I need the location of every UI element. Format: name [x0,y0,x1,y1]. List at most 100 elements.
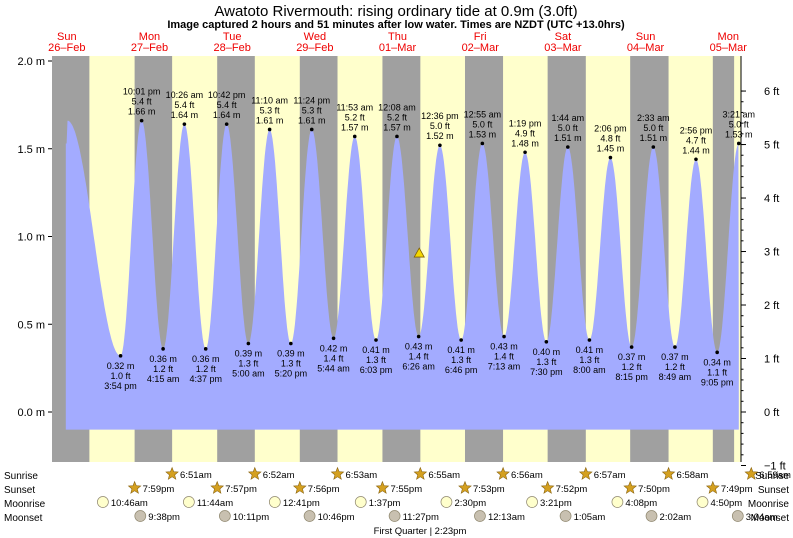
tide-high-label: 12:36 pm [421,111,459,121]
tide-high-label: 5.4 ft [217,100,238,110]
tide-point-low-25 [629,345,634,349]
day-label-dow: Fri [474,31,487,43]
tide-point-low-19 [502,334,506,339]
tide-low-label: 9:05 pm [701,377,734,387]
day-label-date: 29–Feb [296,42,333,54]
tide-point-high-16 [438,143,442,148]
sunrise-time: 6:53am [346,470,378,481]
day-label-date: 05–Mar [710,42,748,54]
tide-low-label: 1.3 ft [281,359,302,369]
tide-point-low-11 [331,336,336,341]
sunrise-time: 6:51am [180,470,212,481]
day-label-date: 01–Mar [379,42,417,54]
tide-low-label: 6:46 pm [445,365,478,375]
day-label-dow: Sat [555,31,572,43]
tide-low-label: 1.3 ft [536,357,557,367]
tide-area [65,120,739,430]
tide-point-high-2 [139,118,144,123]
tide-low-label: 1.3 ft [579,355,600,365]
tide-low-label: 1.2 ft [196,364,217,374]
moonset-time: 10:11pm [233,512,269,523]
moonset-moon-icon [474,510,486,522]
left-tick-label: 0.5 m [17,319,45,331]
tide-point-low-5 [203,347,208,351]
sunset-row-label-right: Sunset [758,485,789,496]
day-label-dow: Thu [388,31,407,43]
right-tick-label: 2 ft [764,300,779,312]
moonrise-moon-icon [268,496,281,508]
tide-point-high-26 [651,145,656,149]
sunrise-star-icon [578,466,593,480]
tide-high-label: 4.8 ft [600,134,621,144]
tide-low-label: 0.34 m [703,357,731,367]
moonset-row-label-right: Moonset [751,513,790,524]
tide-high-label: 1.57 m [341,122,369,132]
tide-low-label: 0.43 m [405,342,433,352]
tide-point-low-1 [118,354,123,358]
tide-low-label: 5:44 am [317,363,350,373]
day-label-date: 28–Feb [214,42,251,54]
tide-high-label: 5.4 ft [174,100,195,110]
tide-point-low-27 [673,345,677,349]
sunrise-star-icon [413,466,428,480]
tide-low-label: 5:00 am [232,369,265,379]
tide-point-high-4 [182,122,187,126]
moonset-time: 9:38pm [148,512,180,523]
tide-point-high-8 [267,127,272,132]
tide-point-low-7 [246,341,251,346]
tide-low-label: 0.40 m [533,347,561,357]
tide-point-low-3 [161,347,165,351]
moon-phase-label: First Quarter | 2:23pm [374,526,467,537]
tide-point-low-15 [416,334,421,339]
right-tick-label: 6 ft [764,86,779,98]
moonset-time: 2:02am [660,512,692,523]
moonrise-moon-icon [611,496,624,508]
sunrise-time: 6:52am [263,470,295,481]
moonset-row-label-left: Moonset [4,513,43,524]
moonrise-time: 4:08pm [625,498,657,509]
moonrise-time: 4:50pm [711,498,743,509]
tide-low-label: 0.36 m [149,354,177,364]
sunrise-time: 6:56am [511,470,543,481]
tide-high-label: 4.7 ft [686,135,707,145]
sunrise-star-icon [744,466,759,480]
tide-low-label: 1.0 ft [111,371,132,381]
tide-high-label: 1.51 m [554,133,582,143]
tide-low-label: 0.37 m [618,352,646,362]
tide-high-label: 11:24 pm [293,95,330,105]
day-label-dow: Mon [718,31,739,43]
sunset-time: 7:53pm [473,484,505,495]
sunrise-row-label-right: Sunrise [755,471,789,482]
tide-low-label: 0.41 m [447,345,475,355]
sunrise-star-icon [330,466,345,480]
tide-low-label: 4:15 am [147,374,180,384]
sunrise-star-icon [496,466,510,480]
sunset-time: 7:49pm [721,484,753,495]
tide-point-low-17 [459,338,463,342]
tide-low-label: 1.4 ft [494,352,515,362]
sunrise-time: 6:59am [759,470,791,481]
sunrise-star-icon [661,466,676,480]
tide-point-high-22 [566,145,570,149]
tide-low-label: 5:20 pm [275,369,308,379]
tide-point-high-20 [523,150,527,155]
day-label-date: 03–Mar [544,42,582,54]
moonset-moon-icon [731,510,744,522]
moonrise-moon-icon [97,496,109,508]
tide-point-high-12 [352,134,357,139]
tide-high-label: 3:21 am [722,109,755,119]
moonset-moon-icon [303,510,316,522]
moonset-moon-icon [388,510,401,522]
tide-point-high-10 [309,127,314,132]
tide-low-label: 0.37 m [661,352,689,362]
sunset-time: 7:55pm [390,484,422,495]
tide-point-low-23 [587,338,592,342]
tide-low-label: 0.43 m [490,342,518,352]
tide-point-high-24 [608,155,613,160]
current-level-triangle [413,247,425,258]
day-label-dow: Mon [139,31,160,43]
moonrise-moon-icon [440,496,453,508]
tide-high-label: 11:10 am [251,95,288,105]
